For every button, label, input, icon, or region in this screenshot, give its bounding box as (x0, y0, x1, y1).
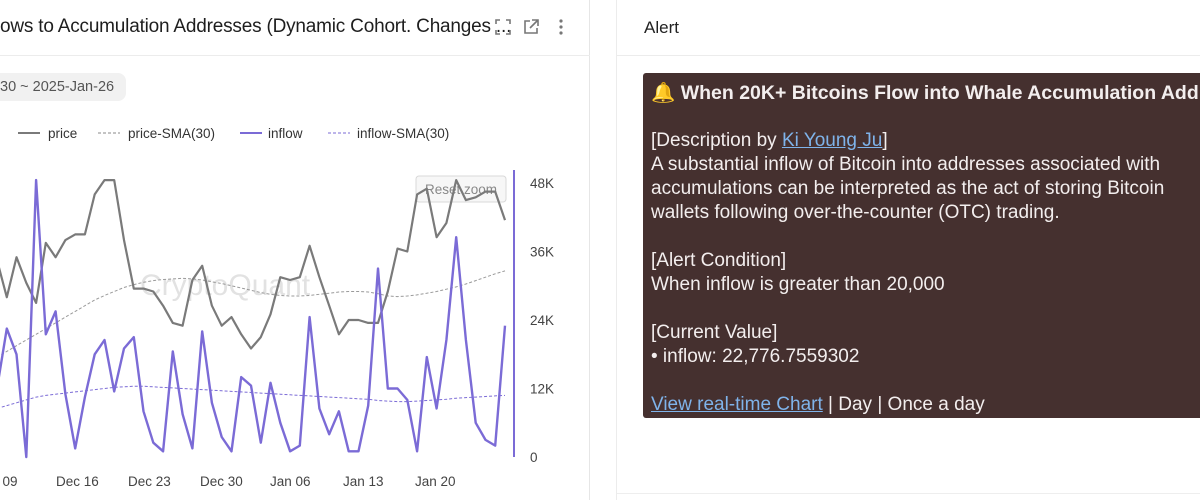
y-tick-label: 36K (530, 245, 554, 260)
chart: price price-SMA(30) inflow inflow-SMA(30) Cr… (0, 126, 554, 489)
chart-header: ows to Accumulation Addresses (Dynamic C… (0, 0, 590, 56)
divider (617, 493, 1200, 494)
alert-footer: View real-time Chart | Day | Once a day (651, 393, 1200, 417)
alert-panel: Alert 🔔 When 20K+ Bitcoins Flow into Wha… (616, 0, 1200, 500)
condition-label: [Alert Condition] (651, 250, 787, 271)
more-vertical-icon[interactable] (550, 16, 572, 38)
legend-label: inflow (268, 126, 303, 141)
legend-label: price-SMA(30) (128, 126, 215, 141)
x-tick-label: c 09 (0, 474, 18, 489)
legend-label: price (48, 126, 77, 141)
x-tick-label: Dec 30 (200, 474, 243, 489)
author-link[interactable]: Ki Young Ju (781, 130, 883, 151)
chart-title: ows to Accumulation Addresses (Dynamic C… (0, 16, 512, 37)
alert-header: Alert (617, 0, 1200, 56)
watermark: CryptoQuant (140, 269, 311, 302)
legend-label: inflow-SMA(30) (357, 126, 449, 141)
x-tick-label: Jan 13 (343, 474, 384, 489)
fullscreen-icon[interactable] (492, 16, 514, 38)
alert-card: 🔔 When 20K+ Bitcoins Flow into Whale Acc… (643, 73, 1200, 418)
y-tick-label: 12K (530, 382, 554, 397)
x-tick-label: Dec 23 (128, 474, 171, 489)
external-link-icon[interactable] (520, 16, 542, 38)
series-line-inflow (0, 178, 507, 459)
alert-frequency: | Day | Once a day (822, 394, 985, 415)
x-tick-label: Dec 16 (56, 474, 99, 489)
description-suffix: ] (882, 130, 888, 151)
alert-panel-title: Alert (644, 18, 679, 37)
y-tick-label: 48K (530, 176, 554, 191)
date-range-chip[interactable]: 30 ~ 2025-Jan-26 (0, 73, 127, 101)
alert-heading: 🔔 When 20K+ Bitcoins Flow into Whale Acc… (651, 82, 1200, 104)
description-line: wallets following over-the-counter (OTC)… (651, 202, 1060, 223)
description-prefix: [Description by (651, 130, 782, 151)
description-line: A substantial inflow of Bitcoin into add… (651, 154, 1161, 175)
description-line: accumulations can be interpreted as the … (651, 178, 1165, 199)
condition-text: When inflow is greater than 20,000 (651, 274, 945, 295)
current-value-label: [Current Value] (651, 322, 778, 343)
y-tick-label: 24K (530, 313, 554, 328)
current-value: • inflow: 22,776.7559302 (651, 346, 860, 367)
chart-panel: ows to Accumulation Addresses (Dynamic C… (0, 0, 590, 500)
x-tick-label: Jan 20 (415, 474, 456, 489)
series-line-price (0, 179, 507, 350)
description-label: [Description by Ki Young Ju] (651, 129, 1200, 153)
view-chart-link[interactable]: View real-time Chart (651, 394, 823, 415)
x-tick-label: Jan 06 (270, 474, 311, 489)
y-tick-label: 0 (530, 450, 538, 465)
